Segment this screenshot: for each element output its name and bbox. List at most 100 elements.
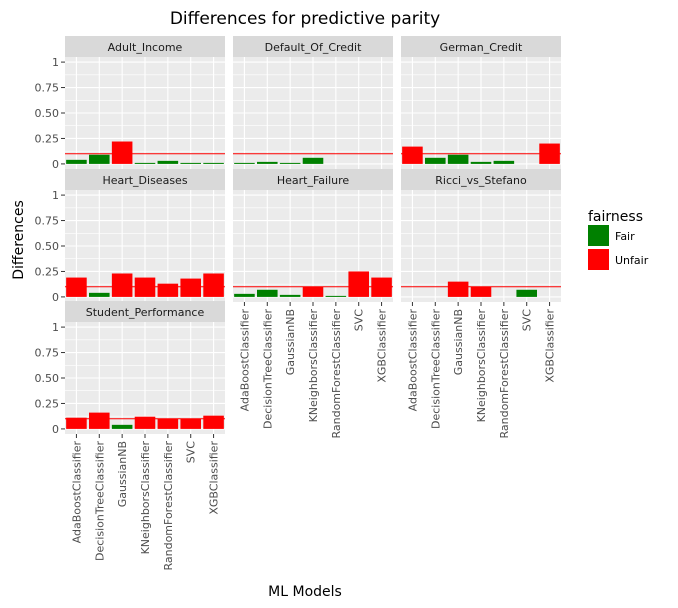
facet-panel: Ricci_vs_Stefano AdaBoostClassifier Decisi…: [401, 169, 561, 439]
facet-strip-label: Adult_Income: [108, 41, 183, 54]
facet-strip-label: Heart_Diseases: [102, 174, 187, 187]
bar: [493, 160, 515, 164]
x-tick-label: KNeighborsClassifier: [475, 309, 488, 423]
y-tick-label: 0: [52, 158, 59, 171]
x-tick-label: KNeighborsClassifier: [139, 441, 152, 555]
bar: [447, 281, 469, 297]
bar: [203, 273, 224, 297]
x-tick-label: RandomForestClassifier: [162, 441, 175, 571]
x-tick-label: RandomForestClassifier: [330, 309, 343, 439]
bar: [348, 271, 369, 297]
bar: [89, 292, 110, 297]
bar: [425, 157, 446, 164]
bar: [203, 162, 224, 164]
facet-panel: Adult_Income 0 0.25 0.50 0.75 1: [35, 36, 225, 171]
x-tick-label: AdaBoostClassifier: [238, 309, 251, 412]
x-tick-label: GaussianNB: [116, 441, 129, 507]
chart-title: Differences for predictive parity: [170, 9, 440, 29]
y-tick-label: 0: [52, 291, 59, 304]
facet-strip-label: Default_Of_Credit: [265, 41, 362, 54]
y-tick-label: 0.75: [35, 215, 60, 228]
bar: [302, 286, 324, 297]
bar: [371, 277, 392, 297]
bar: [203, 415, 224, 429]
bar: [111, 141, 133, 164]
x-tick-label: SVC: [185, 441, 198, 464]
bar: [134, 162, 156, 164]
y-tick-label: 0.50: [35, 372, 60, 385]
facet-panel: Default_Of_Credit: [233, 36, 393, 169]
bar: [134, 277, 156, 297]
bar: [111, 424, 133, 429]
facet-strip: [233, 169, 393, 190]
bar: [66, 417, 87, 429]
x-tick-label: RandomForestClassifier: [498, 309, 511, 439]
facet-strip: [401, 169, 561, 190]
y-axis-title: Differences: [11, 200, 27, 279]
x-tick-label: DecisionTreeClassifier: [261, 309, 274, 429]
bar: [302, 157, 324, 164]
bar: [157, 283, 179, 297]
bar: [470, 161, 492, 164]
bar: [157, 160, 179, 164]
y-tick-label: 1: [52, 189, 59, 202]
bar: [89, 154, 110, 164]
legend-label: Unfair: [615, 254, 649, 267]
y-tick-label: 1: [52, 321, 59, 334]
bar: [257, 161, 278, 164]
x-tick-label: AdaBoostClassifier: [70, 441, 83, 544]
bar: [134, 416, 156, 429]
x-tick-label: DecisionTreeClassifier: [93, 441, 106, 561]
x-tick-label: XGBClassifier: [376, 309, 389, 383]
y-tick-label: 0.50: [35, 240, 60, 253]
facet-panel: Heart_Diseases 0 0.25 0.50 0.75 1: [35, 169, 225, 304]
legend-title: fairness: [588, 209, 643, 225]
x-axis-title: ML Models: [268, 584, 342, 600]
bar: [516, 289, 537, 297]
bar: [180, 418, 201, 429]
bar: [157, 418, 179, 429]
x-tick-label: GaussianNB: [284, 309, 297, 375]
y-tick-label: 0.25: [35, 132, 60, 145]
y-tick-label: 0.50: [35, 107, 60, 120]
x-tick-label: SVC: [353, 309, 366, 332]
bar: [447, 154, 469, 164]
bar: [234, 162, 255, 164]
facet-strip: [65, 301, 225, 322]
x-tick-label: XGBClassifier: [208, 441, 221, 515]
legend-label: Fair: [615, 230, 635, 243]
bar: [89, 412, 110, 429]
facet-strip-label: Heart_Failure: [277, 174, 350, 187]
bar: [111, 273, 133, 297]
bar: [402, 146, 423, 164]
facet-panel: Heart_Failure AdaBoostClassifier DecisionT…: [233, 169, 393, 439]
facet-strip-label: Student_Performance: [86, 306, 205, 319]
facet-strip: [65, 36, 225, 57]
facet-strip: [65, 169, 225, 190]
facet-strip-label: German_Credit: [440, 41, 523, 54]
bar: [470, 286, 492, 297]
y-tick-label: 0.75: [35, 347, 60, 360]
bar: [279, 294, 301, 297]
x-tick-label: KNeighborsClassifier: [307, 309, 320, 423]
facet-strip: [233, 36, 393, 57]
facet-panels: Adult_Income 0 0.25 0.50 0.75 1 Default_Of_Cre…: [35, 36, 561, 571]
x-tick-label: XGBClassifier: [544, 309, 557, 383]
bar: [66, 159, 87, 164]
legend-key: [588, 249, 609, 270]
bar: [257, 289, 278, 297]
bar: [234, 293, 255, 297]
bar: [279, 162, 301, 164]
bar: [66, 277, 87, 297]
y-tick-label: 0.75: [35, 82, 60, 95]
legend-key: [588, 225, 609, 246]
y-tick-label: 0.25: [35, 265, 60, 278]
x-tick-label: SVC: [521, 309, 534, 332]
legend: fairness Fair Unfair: [588, 209, 649, 270]
facet-panel: Student_Performance 0 0.25 0.50 0.75 1 AdaBoos…: [35, 301, 225, 571]
bar: [180, 162, 201, 164]
y-tick-label: 0.25: [35, 397, 60, 410]
facet-strip: [401, 36, 561, 57]
y-tick-label: 1: [52, 56, 59, 69]
